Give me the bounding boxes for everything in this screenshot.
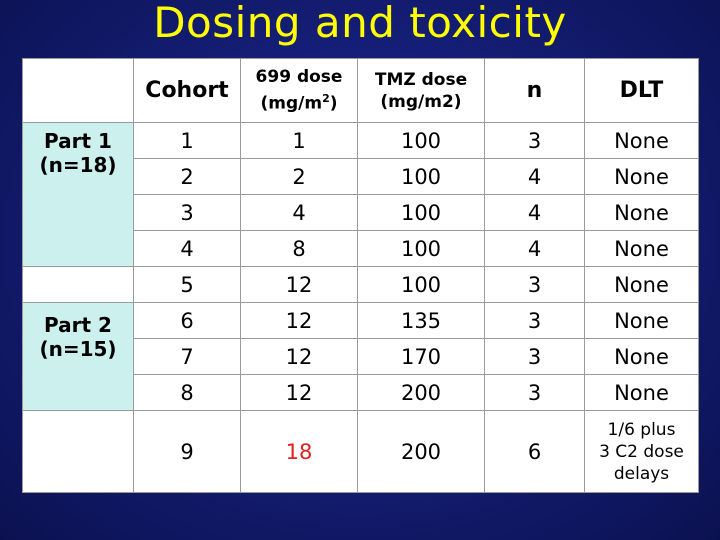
part1-label-line1: Part 1: [44, 129, 112, 153]
cohort-cell: 8: [133, 374, 241, 411]
n-cell: 3: [484, 374, 585, 411]
dlt-cell-note: 1/6 plus 3 C2 dose delays: [584, 410, 699, 493]
tmz-cell: 100: [357, 230, 485, 267]
header-699-dose: 699 dose (mg/m2): [240, 58, 358, 123]
n-cell: 3: [484, 338, 585, 375]
cohort-cell: 2: [133, 158, 241, 195]
dlt-cell: None: [584, 302, 699, 339]
dlt-cell: None: [584, 230, 699, 267]
tmz-cell: 135: [357, 302, 485, 339]
header-dlt: DLT: [584, 58, 699, 123]
dose699-cell-highlight: 18: [240, 410, 358, 493]
table-row: 2 2 100 4 None: [23, 158, 699, 195]
header-tmz-dose: TMZ dose (mg/m2): [357, 58, 485, 123]
tmz-cell: 170: [357, 338, 485, 375]
dose699-cell: 12: [240, 302, 358, 339]
tmz-cell: 100: [357, 158, 485, 195]
dosing-table-container: Cohort 699 dose (mg/m2) TMZ dose (mg/m2)…: [22, 58, 699, 493]
dlt-cell: None: [584, 374, 699, 411]
header-tmz-dose-line1: TMZ dose: [374, 69, 468, 90]
header-cohort: Cohort: [133, 58, 241, 123]
slide-title: Dosing and toxicity: [153, 0, 567, 47]
tmz-cell: 200: [357, 374, 485, 411]
tmz-cell: 100: [357, 194, 485, 231]
table-row: 3 4 100 4 None: [23, 194, 699, 231]
dlt-cell: None: [584, 194, 699, 231]
table-row: 8 12 200 3 None: [23, 374, 699, 411]
dlt-cell: None: [584, 122, 699, 159]
dlt-cell: None: [584, 158, 699, 195]
dose699-cell: 12: [240, 338, 358, 375]
header-699-dose-sup: 2: [322, 92, 330, 106]
cohort-cell: 7: [133, 338, 241, 375]
table-row: Part 2 (n=15) 6 12 135 3 None: [22, 302, 699, 411]
n-cell: 4: [484, 158, 585, 195]
header-n: n: [484, 58, 585, 123]
header-699-dose-line1: 699 dose: [255, 67, 343, 88]
table-row: Part 1 (n=18) 1 1 100 3 None: [22, 122, 699, 267]
dlt-cell: None: [584, 266, 699, 303]
dlt-cell: None: [584, 338, 699, 375]
header-tmz-dose-line2: (mg/m2): [380, 91, 462, 112]
n-cell: 4: [484, 194, 585, 231]
part2-label-line2: (n=15): [39, 337, 117, 361]
n-cell: 3: [484, 302, 585, 339]
dose699-cell: 4: [240, 194, 358, 231]
cohort-cell: 4: [133, 230, 241, 267]
cohort-cell: 1: [133, 122, 241, 159]
dlt-note-line3: delays: [613, 463, 670, 484]
header-blank-cell: [22, 58, 134, 123]
n-cell: 6: [484, 410, 585, 493]
n-cell: 3: [484, 122, 585, 159]
cohort-cell: 5: [133, 266, 241, 303]
part2-label-line1: Part 2: [44, 313, 112, 337]
n-cell: 4: [484, 230, 585, 267]
dosing-table: Cohort 699 dose (mg/m2) TMZ dose (mg/m2)…: [22, 58, 699, 493]
dose699-cell: 12: [240, 374, 358, 411]
dlt-note-line2: 3 C2 dose: [599, 441, 684, 462]
header-699-dose-close: ): [329, 93, 338, 114]
tmz-cell: 100: [357, 122, 485, 159]
part2-label: Part 2 (n=15): [22, 302, 134, 411]
dose699-cell: 2: [240, 158, 358, 195]
table-row: 5 12 100 3 None: [22, 266, 699, 303]
dose699-cell: 8: [240, 230, 358, 267]
part-gap-cell: [22, 266, 134, 303]
table-row: 4 8 100 4 None: [23, 230, 699, 267]
dose699-cell: 12: [240, 266, 358, 303]
dlt-note-line1: 1/6 plus: [607, 419, 676, 440]
part-gap-cell: [22, 410, 134, 493]
cohort-cell: 6: [133, 302, 241, 339]
part1-label-line2: (n=18): [39, 153, 117, 177]
header-699-dose-line2: (mg/m: [260, 93, 323, 114]
tmz-cell: 100: [357, 266, 485, 303]
part1-label: Part 1 (n=18): [22, 122, 134, 267]
tmz-cell: 200: [357, 410, 485, 493]
n-cell: 3: [484, 266, 585, 303]
cohort-cell: 9: [133, 410, 241, 493]
cohort-cell: 3: [133, 194, 241, 231]
table-row: 9 18 200 6 1/6 plus 3 C2 dose delays: [22, 410, 699, 493]
header-row: Cohort 699 dose (mg/m2) TMZ dose (mg/m2)…: [22, 58, 699, 123]
dose699-cell: 1: [240, 122, 358, 159]
